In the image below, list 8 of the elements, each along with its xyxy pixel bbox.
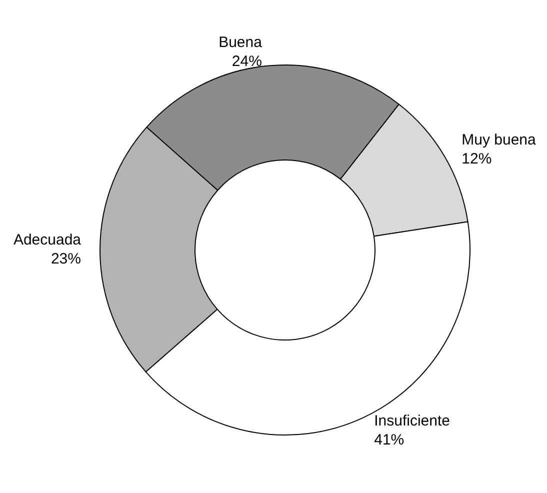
data-label: 23% xyxy=(50,250,81,268)
slice-label: Adecuada xyxy=(13,231,82,248)
slice-label: Insuficiente xyxy=(374,412,450,430)
slice-label: Muy buena xyxy=(462,131,537,148)
data-label: 12% xyxy=(462,150,492,168)
slice-label: Buena xyxy=(218,34,263,51)
data-label: 41% xyxy=(374,431,404,448)
data-label: 24% xyxy=(232,52,262,70)
